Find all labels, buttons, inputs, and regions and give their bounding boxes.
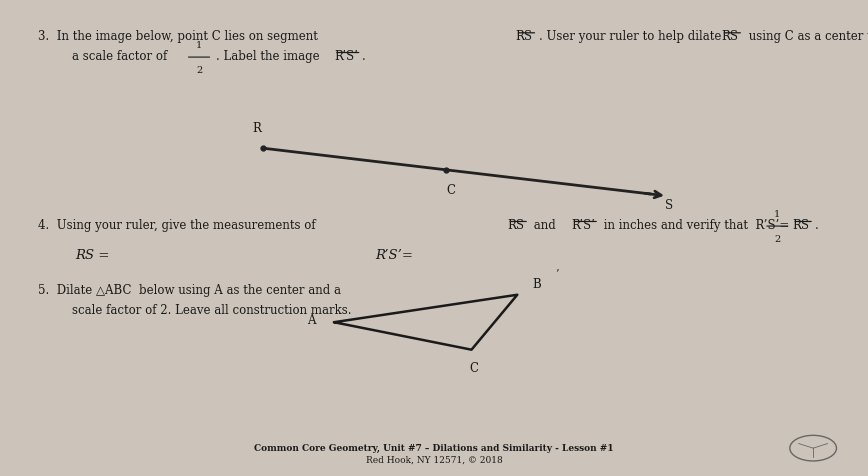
Text: 4.  Using your ruler, give the measurements of: 4. Using your ruler, give the measuremen… [38, 218, 319, 231]
Text: R’S’: R’S’ [334, 50, 358, 63]
Text: a scale factor of: a scale factor of [71, 50, 170, 63]
Text: 2: 2 [774, 235, 780, 244]
Text: 2: 2 [196, 66, 202, 75]
Text: R: R [252, 121, 261, 134]
Text: Red Hook, NY 12571, © 2018: Red Hook, NY 12571, © 2018 [365, 455, 503, 464]
Text: . Label the image: . Label the image [215, 50, 323, 63]
Text: .: . [362, 50, 366, 63]
Text: . User your ruler to help dilate: . User your ruler to help dilate [539, 30, 725, 43]
Text: A: A [307, 314, 316, 327]
Text: C: C [470, 361, 478, 374]
Text: 5.  Dilate △ABC  below using A as the center and a: 5. Dilate △ABC below using A as the cent… [38, 284, 341, 297]
Text: R’S’: R’S’ [571, 218, 595, 231]
Text: using C as a center with: using C as a center with [745, 30, 868, 43]
Text: and: and [529, 218, 559, 231]
Text: .: . [815, 218, 819, 231]
Text: scale factor of 2. Leave all construction marks.: scale factor of 2. Leave all constructio… [71, 303, 351, 316]
Text: Common Core Geometry, Unit #7 – Dilations and Similarity - Lesson #1: Common Core Geometry, Unit #7 – Dilation… [254, 443, 614, 452]
Text: 3.  In the image below, point C lies on segment: 3. In the image below, point C lies on s… [38, 30, 322, 43]
Text: C: C [446, 183, 455, 196]
Text: RS: RS [792, 218, 809, 231]
Text: 1: 1 [774, 209, 780, 218]
Text: in inches and verify that  R’S’=: in inches and verify that R’S’= [600, 218, 789, 231]
Text: ’: ’ [555, 268, 558, 278]
Text: 1: 1 [196, 41, 202, 50]
Text: RS: RS [516, 30, 533, 43]
Text: RS: RS [507, 218, 524, 231]
Text: RS =: RS = [76, 248, 110, 261]
Text: B: B [532, 278, 541, 290]
Text: R’S’=: R’S’= [376, 248, 414, 261]
Text: RS: RS [721, 30, 739, 43]
Text: S: S [665, 198, 673, 211]
